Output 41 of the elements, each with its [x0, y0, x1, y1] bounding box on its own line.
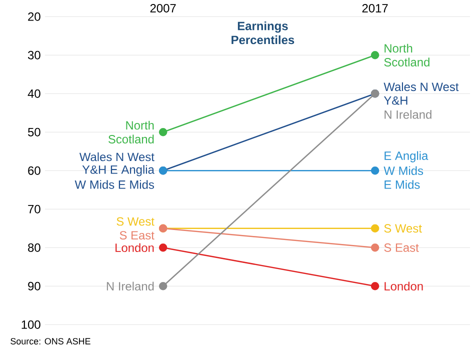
y-tick-label: 80 [28, 244, 40, 252]
annotation: S East [120, 231, 154, 240]
annotation: E Mids [384, 180, 420, 190]
point [158, 128, 168, 136]
series-label: N Ireland [106, 282, 154, 291]
point [158, 244, 168, 252]
point [370, 224, 380, 233]
annotation: North [126, 121, 154, 130]
annotation: London [116, 243, 154, 252]
point [158, 282, 168, 290]
y-tick-label: 50 [28, 128, 40, 137]
annotation: North [384, 44, 412, 53]
y-tick-label: 70 [28, 205, 40, 214]
source-note: Source: ONS ASHE [10, 338, 90, 345]
point [370, 282, 380, 290]
text: Earnings Percentiles [232, 22, 294, 44]
annotation: Wales N West [79, 152, 154, 162]
annotation: Scotland [384, 58, 430, 67]
y-tick-label: 90 [28, 282, 40, 291]
annotation: London [384, 282, 423, 291]
point [370, 244, 380, 252]
annotation: Scotland [108, 134, 154, 144]
annotation: S East [384, 244, 419, 252]
y-tick-label: 60 [28, 166, 40, 176]
annotation: S West [384, 224, 422, 233]
point [370, 166, 380, 175]
text: N Ireland [384, 110, 432, 119]
y-tick-label: 30 [28, 51, 40, 60]
annotation: W Mids E Mids [74, 180, 154, 190]
annotation: S West [116, 217, 154, 226]
annotation: Wales N West [384, 82, 459, 92]
annotation: Y&H E Anglia [82, 165, 154, 176]
annotation: Y&H [384, 96, 408, 105]
point [370, 51, 380, 60]
y-tick-label: 100 [22, 320, 40, 330]
annotation: E Anglia [384, 151, 428, 163]
y-tick-label: 40 [28, 90, 40, 98]
annotation: W Mids [384, 166, 424, 176]
x-tick-label: 2007 [150, 4, 176, 13]
x-tick-label: 2017 [362, 4, 388, 13]
y-tick-label: 20 [28, 12, 40, 22]
